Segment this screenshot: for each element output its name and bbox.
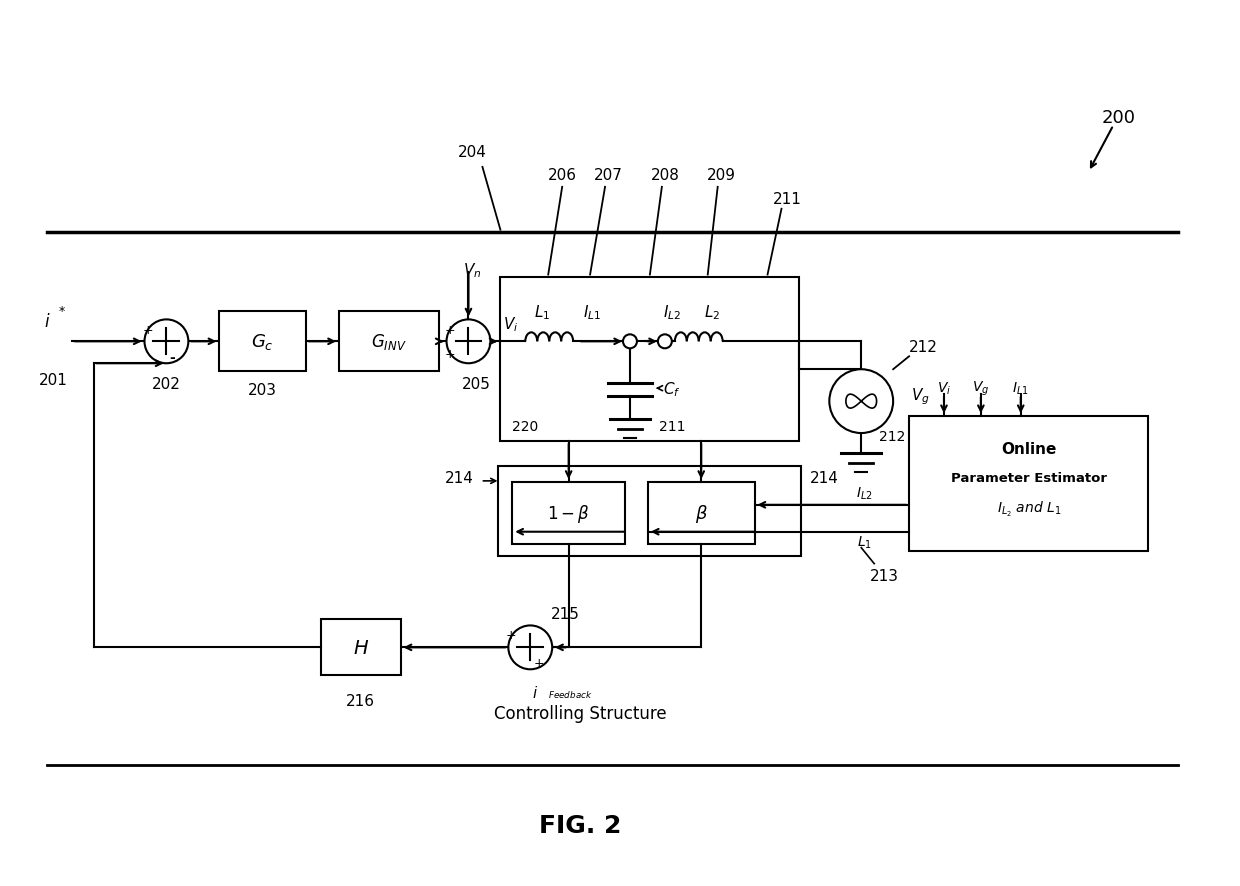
Text: 211: 211 <box>773 192 802 207</box>
Bar <box>498 466 801 556</box>
Text: +: + <box>143 323 153 337</box>
Text: 215: 215 <box>551 606 579 621</box>
Text: +: + <box>444 347 455 361</box>
Text: $I_{L1}$: $I_{L1}$ <box>583 303 601 322</box>
Text: Controlling Structure: Controlling Structure <box>494 704 666 722</box>
Text: $I_{L2}$: $I_{L2}$ <box>662 303 681 322</box>
Text: +: + <box>534 656 544 669</box>
Text: -: - <box>170 351 175 365</box>
Text: 206: 206 <box>548 168 577 183</box>
Text: 211: 211 <box>658 420 684 433</box>
Text: $C_f$: $C_f$ <box>663 379 681 398</box>
Text: $V_g$: $V_g$ <box>972 379 990 398</box>
Text: 212: 212 <box>909 339 937 354</box>
Text: FIG. 2: FIG. 2 <box>539 812 621 837</box>
Text: 200: 200 <box>1101 109 1136 127</box>
Text: $i$: $i$ <box>43 313 51 331</box>
Bar <box>501 277 800 441</box>
Bar <box>219 312 306 372</box>
Text: 220: 220 <box>512 420 538 433</box>
Text: $V_i$: $V_i$ <box>937 381 951 397</box>
Text: $I_{L2}$: $I_{L2}$ <box>856 486 873 501</box>
Text: $V_i$: $V_i$ <box>502 315 518 333</box>
Bar <box>512 482 625 544</box>
Text: $I_{L1}$: $I_{L1}$ <box>1012 381 1029 397</box>
Text: 208: 208 <box>651 168 680 183</box>
Text: $L_2$: $L_2$ <box>703 303 719 322</box>
Text: 214: 214 <box>445 470 474 486</box>
Text: $H$: $H$ <box>352 638 368 657</box>
Text: 214: 214 <box>810 470 838 486</box>
Text: +: + <box>506 628 517 641</box>
Bar <box>649 482 755 544</box>
Text: 201: 201 <box>40 372 68 387</box>
Text: 204: 204 <box>458 145 487 160</box>
Text: $I_{L_2}$ and $L_1$: $I_{L_2}$ and $L_1$ <box>997 500 1061 518</box>
Circle shape <box>622 335 637 349</box>
Text: $G_{INV}$: $G_{INV}$ <box>371 332 407 352</box>
Text: $*$: $*$ <box>58 303 66 315</box>
Text: $G_c$: $G_c$ <box>252 332 274 352</box>
Text: $L_1$: $L_1$ <box>534 303 551 322</box>
Text: $_\mathit{Feedback}$: $_\mathit{Feedback}$ <box>548 686 593 699</box>
Text: +: + <box>444 323 455 337</box>
Text: $i$: $i$ <box>532 685 538 701</box>
Text: $\beta$: $\beta$ <box>694 502 708 525</box>
Text: 202: 202 <box>153 377 181 392</box>
Circle shape <box>446 320 490 364</box>
Text: 212: 212 <box>879 430 905 444</box>
Text: $1-\beta$: $1-\beta$ <box>547 502 590 525</box>
Text: Online: Online <box>1001 442 1056 457</box>
Text: 213: 213 <box>869 569 899 583</box>
Text: 203: 203 <box>248 382 277 397</box>
Circle shape <box>830 369 893 433</box>
Text: $V_n$: $V_n$ <box>464 260 481 280</box>
Text: 209: 209 <box>707 168 737 183</box>
Text: $L_1$: $L_1$ <box>857 534 872 550</box>
Circle shape <box>508 626 552 670</box>
Text: Parameter Estimator: Parameter Estimator <box>951 472 1107 485</box>
Text: 207: 207 <box>594 168 622 183</box>
Bar <box>909 416 1148 551</box>
Text: 205: 205 <box>463 377 491 392</box>
Circle shape <box>658 335 672 349</box>
Bar <box>339 312 439 372</box>
Bar <box>321 619 401 675</box>
Circle shape <box>145 320 188 364</box>
Text: 216: 216 <box>346 693 376 708</box>
Text: $V_g$: $V_g$ <box>911 386 930 407</box>
